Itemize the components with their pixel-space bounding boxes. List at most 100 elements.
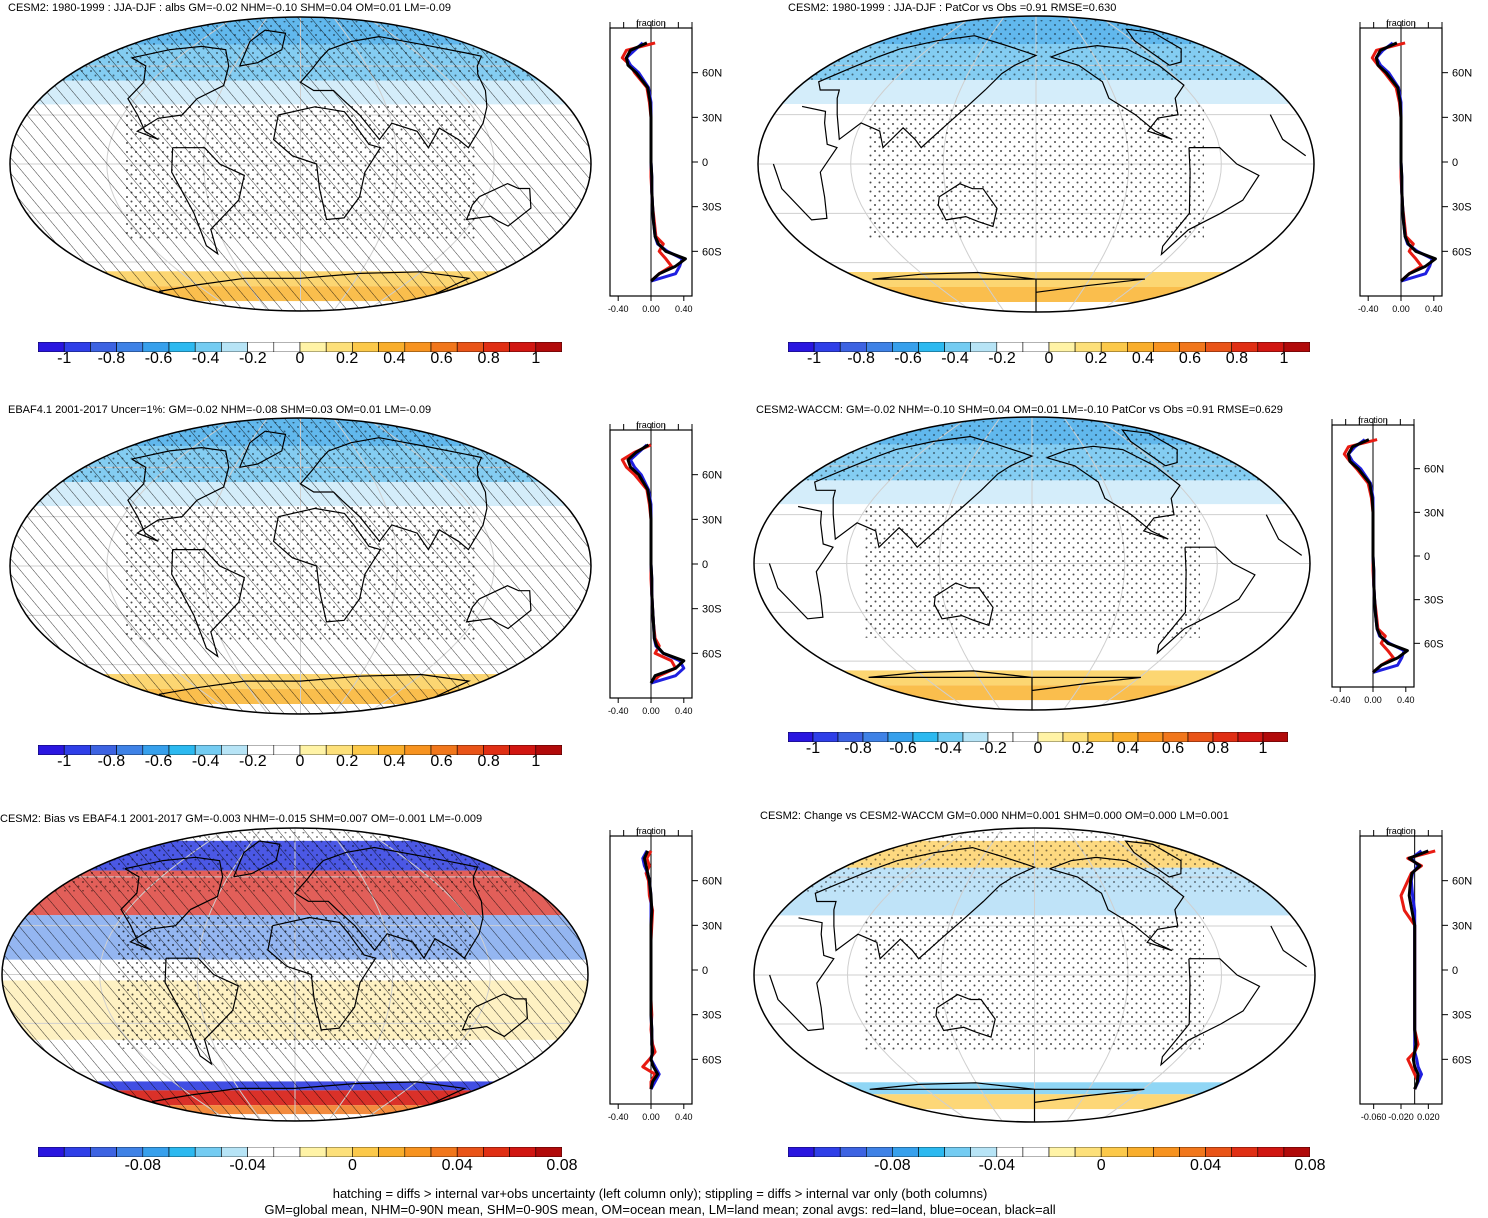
- zonal-mean-plot: fraction 60N 30N 0 30S 60S -0.40 0.00 0.40: [598, 18, 738, 325]
- colorbar: [37, 1146, 563, 1158]
- colorbar-label: -0.8: [97, 350, 126, 367]
- world-map: [752, 415, 1312, 717]
- zonal-ytick-label: 60N: [702, 470, 722, 482]
- coastline-antarctica: [868, 670, 1141, 710]
- stippling-overlay: [2, 831, 588, 892]
- colorbar-label: 0: [295, 753, 305, 770]
- stippling-overlay: [118, 915, 472, 1049]
- colorbar-label: 0.2: [1084, 350, 1108, 367]
- zonal-ytick-label: 0: [1452, 157, 1458, 169]
- zonal-xtick-label: 0.020: [1417, 1112, 1440, 1122]
- map-border: [753, 416, 1311, 711]
- zonal-ytick-label: 30N: [702, 920, 722, 932]
- zonal-xtick-label: 0.00: [1364, 695, 1382, 705]
- zonal-ytick-label: 30N: [702, 514, 722, 526]
- colorbar-swatch: [1126, 1146, 1154, 1158]
- zonal-xtick-label: 0.00: [642, 304, 660, 314]
- zonal-xtick-label: 0.40: [675, 706, 693, 716]
- colorbar-swatch: [273, 1146, 301, 1158]
- colorbar: [787, 341, 1311, 353]
- colorbar-swatch: [866, 1146, 893, 1158]
- zonal-line-blue: [1346, 438, 1406, 674]
- world-map: [8, 416, 593, 721]
- zonal-line-red: [620, 443, 678, 685]
- colorbar-label: -0.2: [239, 350, 267, 367]
- stippling-overlay: [10, 422, 591, 482]
- panel-title: EBAF4.1 2001-2017 Uncer=1%: GM=-0.02 NHM…: [8, 404, 432, 416]
- colorbar-swatch: [1283, 1146, 1311, 1158]
- zonal-line-black: [626, 443, 686, 684]
- colorbar-label: 1: [1279, 350, 1289, 367]
- colorbar-swatch: [221, 1146, 248, 1158]
- zonal-xtick-label: -0.020: [1388, 1112, 1414, 1122]
- colorbar-swatch: [483, 1146, 510, 1158]
- colorbar-label: -1: [805, 740, 821, 757]
- zonal-xtick-label: -0.40: [608, 1112, 629, 1122]
- zonal-ytick-label: 60N: [702, 876, 722, 888]
- colorbar-label: 0.6: [430, 350, 453, 367]
- zonal-ytick-label: 60N: [702, 68, 722, 80]
- colorbar-label: 0.04: [1190, 1157, 1222, 1174]
- colorbar-label: 0: [295, 350, 305, 367]
- colorbar-swatch: [1100, 1146, 1128, 1158]
- colorbar-label: 0.4: [1116, 740, 1140, 757]
- zonal-ytick-label: 30S: [1452, 202, 1472, 214]
- colorbar-label: 0.08: [546, 1157, 578, 1174]
- zonal-ytick-label: 30N: [702, 112, 722, 124]
- colorbar-label: 0.2: [336, 350, 359, 367]
- world-map: [0, 826, 590, 1128]
- zonal-line-blue: [624, 41, 684, 283]
- zonal-xtick-label: -0.40: [608, 706, 629, 716]
- colorbar-swatch: [1153, 1146, 1180, 1158]
- panel-title: CESM2: Change vs CESM2-WACCM GM=0.000 NH…: [760, 810, 1229, 822]
- map-border: [9, 16, 592, 312]
- stippling-overlay: [754, 831, 1315, 892]
- colorbar-swatch: [378, 1146, 406, 1158]
- colorbar-label: 0.6: [1161, 740, 1185, 757]
- zonal-ytick-label: 30N: [1452, 920, 1472, 932]
- colorbar-swatch: [90, 1146, 117, 1158]
- coastline-africa: [768, 505, 1303, 620]
- colorbar-swatch: [63, 1146, 91, 1158]
- zonal-xtick-label: 0.40: [675, 304, 693, 314]
- colorbar-label: -0.08: [874, 1157, 911, 1174]
- colorbar-label: -0.6: [144, 753, 173, 770]
- footer-note-2: GM=global mean, NHM=0-90N mean, SHM=0-90…: [264, 1202, 1056, 1217]
- zonal-ytick-label: 30N: [1452, 112, 1472, 124]
- colorbar-swatch: [1257, 1146, 1285, 1158]
- map-border: [1, 827, 589, 1122]
- zonal-frame: [1359, 835, 1443, 1105]
- stippling-overlay: [125, 506, 476, 641]
- colorbar-swatch: [1048, 1146, 1076, 1158]
- panel-title: CESM2: 1980-1999 : JJA-DJF : PatCor vs O…: [788, 2, 1117, 14]
- colorbar-label: -1: [57, 753, 72, 770]
- colorbar-swatch: [299, 1146, 327, 1158]
- colorbar: [37, 744, 563, 756]
- colorbar-label: 1: [1258, 740, 1268, 757]
- colorbar-swatch: [944, 1146, 972, 1158]
- zonal-line-black: [1374, 41, 1437, 283]
- colorbar-swatch: [116, 1146, 144, 1158]
- colorbar-label: 0.8: [1225, 350, 1249, 367]
- world-map: [8, 15, 593, 318]
- zonal-ytick-label: 30S: [1452, 1010, 1472, 1022]
- zonal-xtick-label: -0.40: [608, 304, 629, 314]
- colorbar-swatch: [892, 1146, 919, 1158]
- colorbar-label: 0: [1096, 1157, 1106, 1174]
- colorbar-label: 0: [1044, 350, 1054, 367]
- coastline-antarctica: [869, 1082, 1145, 1122]
- colorbar-swatch: [918, 1146, 945, 1158]
- colorbar-swatch: [970, 1146, 998, 1158]
- stippling-overlay: [754, 420, 1310, 481]
- colorbar-label: 0.6: [1178, 350, 1202, 367]
- world-map: [756, 14, 1316, 319]
- zonal-ytick-label: 60S: [702, 1054, 722, 1066]
- zonal-mean-plot: fraction 60N 30N 0 30S 60S -0.40 0.00 0.40: [598, 826, 738, 1133]
- colorbar-swatch: [1074, 1146, 1102, 1158]
- zonal-xtick-label: 0.00: [642, 1112, 660, 1122]
- colorbar-swatch: [787, 1146, 815, 1158]
- colorbar-label: 1: [531, 753, 541, 770]
- zonal-ytick-label: 60S: [1424, 638, 1444, 650]
- zonal-xtick-label: -0.40: [1330, 695, 1351, 705]
- colorbar-label: 0.2: [1071, 740, 1095, 757]
